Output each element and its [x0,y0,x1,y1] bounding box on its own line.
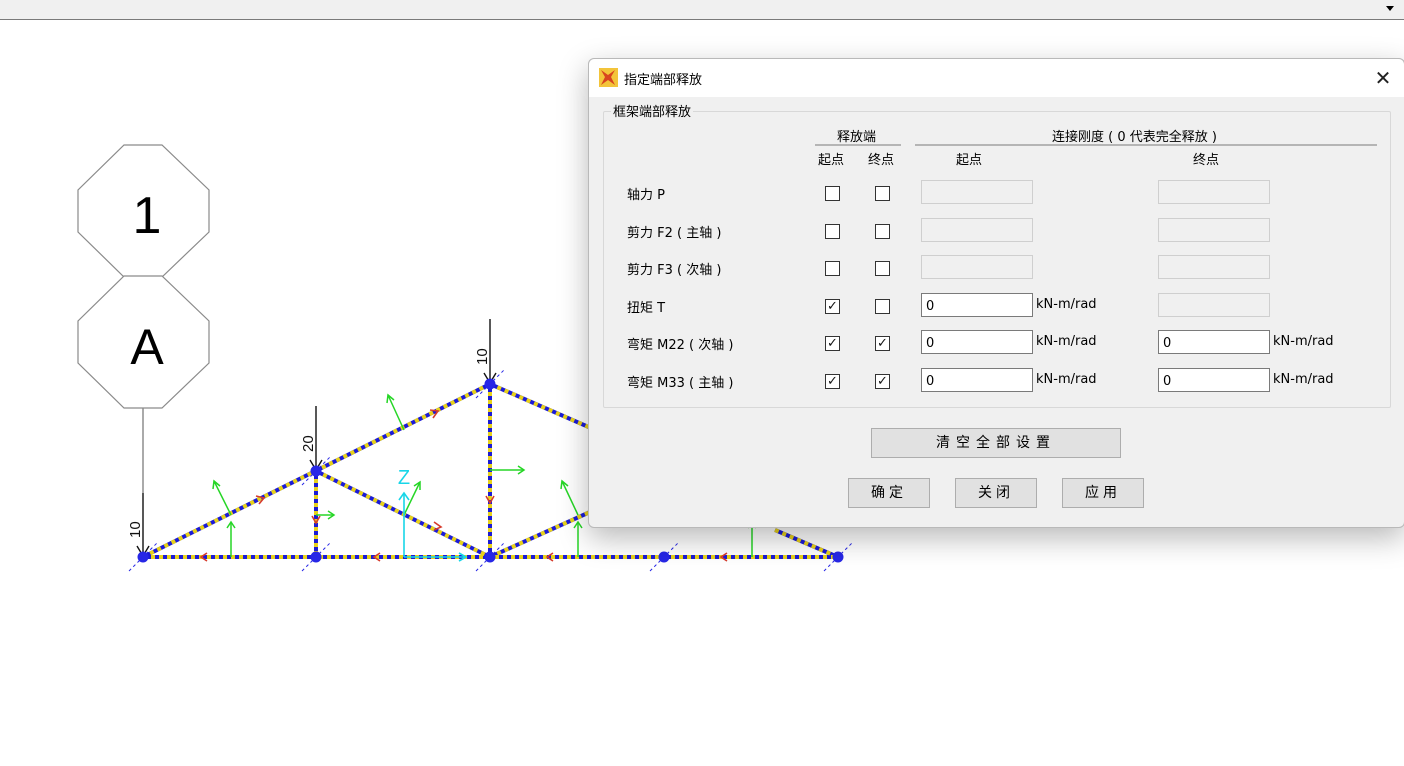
release-start-checkbox[interactable] [825,186,840,201]
release-end-checkbox[interactable]: ✓ [875,336,890,351]
model-view-canvas[interactable]: 1 A [0,20,1404,766]
stiffness-start-input[interactable] [921,180,1033,204]
stiffness-start-input[interactable] [921,293,1033,317]
release-end-checkbox[interactable] [875,299,890,314]
release-end-checkbox[interactable]: ✓ [875,374,890,389]
apply-button[interactable]: 应用 [1062,478,1144,508]
stiffness-end-input[interactable] [1158,218,1270,242]
dialog-titlebar[interactable]: 指定端部释放 ✕ [589,59,1404,97]
load-label-1: 10 [127,521,144,538]
end-release-dialog: 指定端部释放 ✕ 框架端部释放 释放端 连接刚度 ( 0 代表完全释放 ) 起点… [588,58,1404,528]
stiffness-header-line [915,144,1377,146]
release-end-checkbox[interactable] [875,261,890,276]
release-start-checkbox[interactable]: ✓ [825,299,840,314]
member-direction-arrows [199,409,728,562]
load-label-3: 10 [474,348,491,365]
stiffness-start-input[interactable] [921,255,1033,279]
ok-button[interactable]: 确定 [848,478,930,508]
load-label-2: 20 [300,435,317,452]
release-row-label: 弯矩 M22 ( 次轴 ) [627,338,734,353]
release-start-checkbox[interactable]: ✓ [825,336,840,351]
stiffness-end-unit: kN-m/rad [1273,334,1334,349]
close-icon[interactable]: ✕ [1374,66,1392,90]
stiffness-end-input[interactable] [1158,180,1270,204]
z-axis-label: Z [398,467,410,489]
release-row-label: 剪力 F2 ( 主轴 ) [627,226,722,241]
release-end-checkbox[interactable] [875,224,890,239]
stiffness-end-input[interactable] [1158,330,1270,354]
top-toolbar [0,0,1404,20]
grid-bubble-1-label: 1 [133,187,162,245]
stiffness-header: 连接刚度 ( 0 代表完全释放 ) [1052,130,1217,145]
global-axis [398,491,468,562]
stiffness-end-unit: kN-m/rad [1273,372,1334,387]
stiffness-start-unit: kN-m/rad [1036,334,1097,349]
joints[interactable] [128,369,853,572]
stiffness-start-input[interactable] [921,368,1033,392]
release-end-checkbox[interactable] [875,186,890,201]
col-stiff-start-header: 起点 [956,153,983,168]
stiffness-start-input[interactable] [921,330,1033,354]
clear-all-button[interactable]: 清空全部设置 [871,428,1121,458]
close-button[interactable]: 关闭 [955,478,1037,508]
stiffness-end-input[interactable] [1158,255,1270,279]
col-start-header: 起点 [818,153,845,168]
stiffness-end-input[interactable] [1158,368,1270,392]
release-row-label: 扭矩 T [627,301,666,316]
stiffness-start-input[interactable] [921,218,1033,242]
release-start-checkbox[interactable] [825,224,840,239]
col-end-header: 终点 [868,153,895,168]
release-start-checkbox[interactable]: ✓ [825,374,840,389]
release-row-label: 轴力 P [627,188,665,203]
stiffness-start-unit: kN-m/rad [1036,297,1097,312]
dropdown-arrow-icon[interactable] [1386,6,1394,11]
col-stiff-end-header: 终点 [1193,153,1220,168]
release-end-header: 释放端 [837,130,877,145]
grid-bubble-a-label: A [130,319,164,375]
stiffness-end-input[interactable] [1158,293,1270,317]
release-start-checkbox[interactable] [825,261,840,276]
frame-release-group [603,111,1391,408]
app-icon [599,68,618,87]
group-label: 框架端部释放 [611,101,694,120]
dialog-title: 指定端部释放 [624,73,703,88]
release-header-line [815,144,901,146]
grid-bubble-a [77,275,210,409]
stiffness-start-unit: kN-m/rad [1036,372,1097,387]
release-row-label: 剪力 F3 ( 次轴 ) [627,263,722,278]
release-row-label: 弯矩 M33 ( 主轴 ) [627,376,734,391]
